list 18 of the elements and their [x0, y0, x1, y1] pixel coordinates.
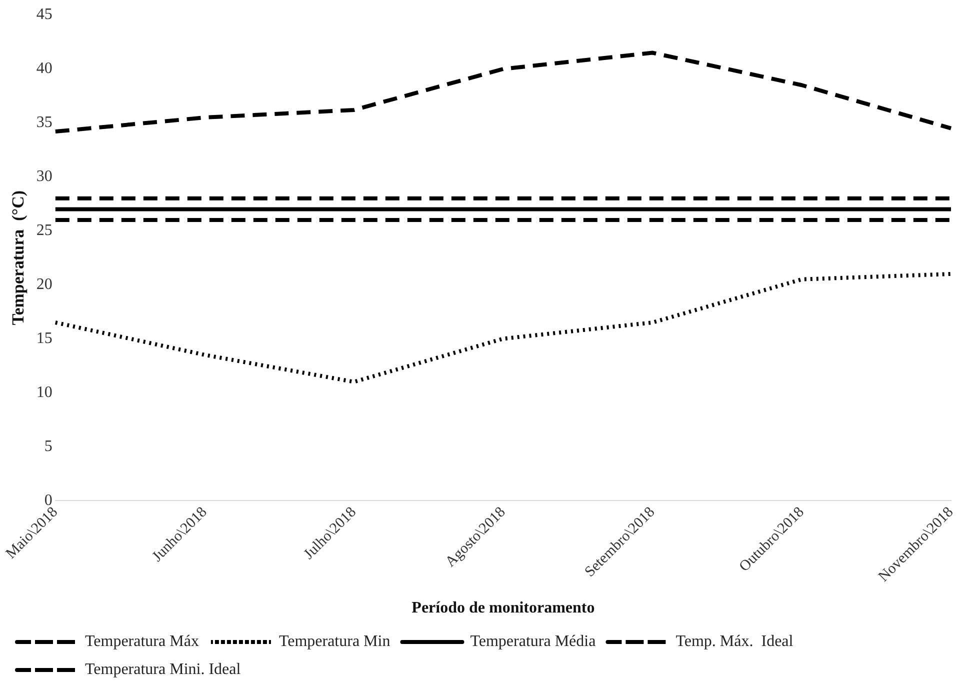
legend-label: Temp. Máx. Ideal — [676, 633, 794, 650]
y-tick-label: 10 — [36, 384, 52, 401]
legend-label: Temperatura Mini. Ideal — [85, 661, 242, 678]
y-tick-label: 45 — [36, 6, 52, 24]
y-tick-label: 20 — [36, 276, 52, 293]
line-series — [53, 272, 953, 384]
y-tick-label: 35 — [36, 114, 52, 132]
y-tick-label: 15 — [36, 330, 52, 347]
y-tick-label: 25 — [36, 222, 52, 240]
y-tick-label: 30 — [36, 168, 52, 186]
legend-label: Temperatura Média — [470, 633, 596, 650]
legend-label: Temperatura Máx — [85, 633, 199, 650]
x-axis-title: Período de monitoramento — [412, 600, 595, 617]
y-tick-label: 5 — [44, 438, 52, 455]
line-series — [53, 50, 953, 134]
legend-label: Temperatura Min — [278, 633, 390, 650]
y-tick-label: 40 — [36, 60, 52, 78]
y-axis-title: Temperatura (°C) — [8, 190, 28, 326]
